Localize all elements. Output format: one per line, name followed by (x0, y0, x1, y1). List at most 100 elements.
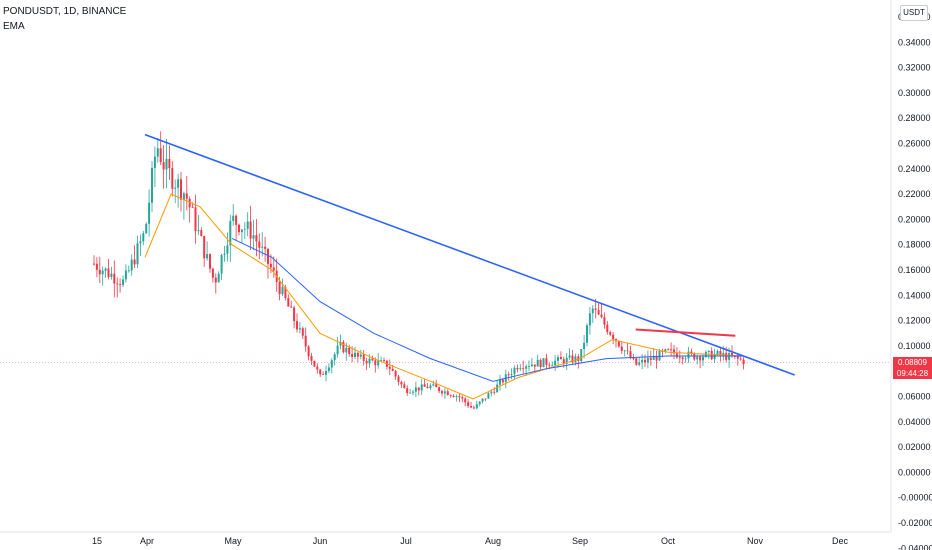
candle-body (319, 369, 322, 375)
candle-body (719, 350, 722, 355)
candle-body (426, 386, 429, 389)
candle-body (185, 193, 188, 199)
candle-body (354, 352, 356, 357)
x-tick-label: Jul (400, 536, 412, 546)
red-trendline[interactable] (635, 328, 736, 337)
candle-body (345, 347, 348, 353)
candle-body (420, 384, 423, 391)
candle-body (513, 367, 516, 375)
candle-body (133, 259, 136, 265)
y-tick-label: 0.34000 (898, 37, 931, 47)
currency-button[interactable]: USDT (900, 5, 928, 21)
candle-body (356, 352, 359, 357)
candle-body (626, 350, 629, 352)
candle-body (609, 332, 612, 335)
candle-body (522, 368, 525, 370)
candle-body (667, 349, 670, 351)
candle-body (446, 391, 449, 396)
candle-body (267, 248, 269, 264)
candle-body (470, 405, 472, 408)
candle-body (223, 253, 226, 256)
candle-body (122, 279, 124, 285)
candle-body (710, 350, 713, 360)
candle-body (136, 243, 139, 265)
candle-body (487, 393, 490, 399)
candle-body (559, 357, 562, 360)
candle-body (107, 268, 110, 278)
candle-body (702, 356, 704, 361)
candle-body (240, 229, 243, 233)
candle-body (583, 342, 586, 350)
y-tick-label: -0.02000 (898, 518, 932, 528)
candle-body (417, 387, 420, 391)
candle-body (269, 263, 272, 268)
indicator-label[interactable]: EMA (3, 21, 25, 32)
candle-body (739, 358, 742, 360)
ema-fast-line (144, 193, 744, 400)
candle-body (443, 391, 446, 394)
candle-body (638, 362, 641, 365)
y-tick-label: 0.12000 (898, 316, 931, 326)
candle-body (681, 357, 684, 360)
candle-body (156, 148, 159, 157)
countdown-tag: 09:44:28 (893, 368, 932, 379)
candle-body (684, 358, 687, 360)
candle-body (412, 391, 414, 393)
candle-body (635, 358, 638, 365)
candle-body (110, 273, 113, 278)
candle-body (130, 259, 133, 271)
y-tick-label: -0.00000 (898, 493, 932, 503)
candle-body (629, 351, 632, 359)
candle-body (298, 328, 301, 330)
candle-body (461, 397, 464, 399)
candle-body (153, 156, 156, 168)
candle-body (516, 367, 519, 370)
y-tick-label: 0.24000 (898, 164, 931, 174)
candle-body (316, 366, 319, 370)
blue-trendline[interactable] (144, 133, 795, 376)
x-tick-label: Oct (661, 536, 676, 546)
x-tick-label: Sep (572, 536, 588, 546)
candle-body (736, 356, 739, 359)
candle-body (165, 158, 168, 170)
candle-body (304, 335, 307, 347)
candle-body (481, 398, 484, 402)
candle-body (545, 358, 548, 365)
candle-body (571, 355, 574, 363)
candle-body (325, 371, 327, 375)
candle-body (374, 360, 377, 366)
x-tick-label: Jun (313, 536, 328, 546)
candle-body (423, 384, 426, 387)
candle-body (742, 359, 745, 365)
candle-body (287, 297, 290, 307)
candle-body (554, 360, 557, 366)
candle-body (394, 370, 397, 377)
candle-body (243, 228, 246, 230)
x-tick-label: May (224, 536, 242, 546)
y-tick-label: 0.14000 (898, 290, 931, 300)
candle-body (707, 350, 710, 352)
candle-body (536, 359, 539, 367)
candle-body (391, 368, 394, 371)
candle-body (162, 162, 165, 170)
candle-body (409, 392, 412, 394)
candle-body (362, 354, 365, 361)
candle-body (226, 245, 229, 254)
candle-body (507, 374, 510, 376)
candle-body (548, 364, 551, 366)
candle-body (116, 283, 119, 285)
symbol-title[interactable]: PONDUSDT, 1D, BINANCE (3, 6, 127, 17)
candle-body (278, 281, 281, 295)
candle-body (211, 268, 214, 278)
candle-body (716, 350, 719, 355)
y-tick-label: 0.06000 (898, 392, 931, 402)
candle-body (264, 246, 267, 249)
candle-body (368, 358, 371, 364)
candle-body (600, 314, 603, 318)
candle-body (406, 388, 409, 394)
candle-body (484, 398, 487, 400)
candle-body (675, 353, 678, 358)
candle-body (641, 359, 644, 363)
candle-body (214, 277, 217, 283)
